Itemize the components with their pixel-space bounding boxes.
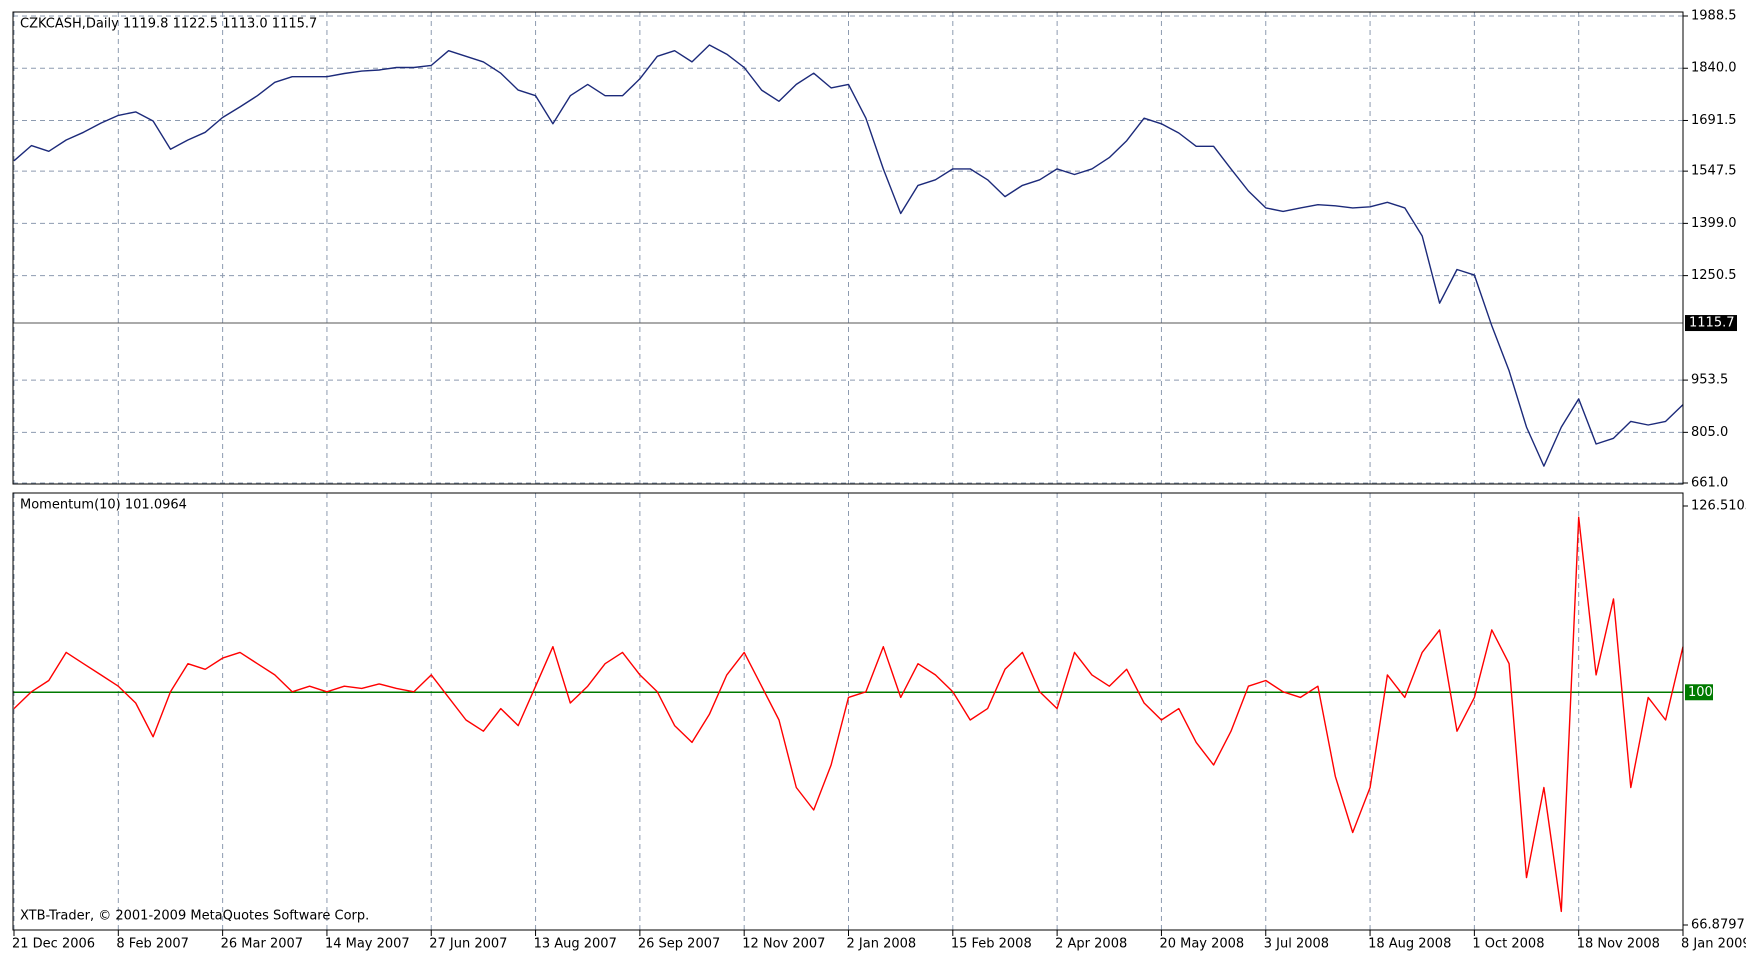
y-tick-label: 953.5 bbox=[1691, 373, 1728, 388]
y-tick-label: 805.0 bbox=[1691, 425, 1728, 440]
x-tick-label: 8 Feb 2007 bbox=[116, 937, 189, 952]
y-tick-label: 1691.5 bbox=[1691, 113, 1737, 128]
series-line bbox=[13, 44, 1684, 467]
x-tick-label: 18 Aug 2008 bbox=[1368, 937, 1451, 952]
y-tick-label: 126.5105 bbox=[1691, 499, 1746, 514]
last-price-box bbox=[1685, 315, 1737, 332]
x-tick-label: 18 Nov 2008 bbox=[1577, 937, 1660, 952]
x-tick-label: 21 Dec 2006 bbox=[12, 937, 95, 952]
x-tick-label: 14 May 2007 bbox=[325, 937, 410, 952]
y-tick-label: 1399.0 bbox=[1691, 216, 1737, 231]
y-tick-label: 1840.0 bbox=[1691, 61, 1737, 76]
series-line bbox=[13, 516, 1684, 913]
x-tick-label: 13 Aug 2007 bbox=[534, 937, 617, 952]
y-tick-label: 661.0 bbox=[1691, 476, 1728, 491]
x-tick-label: 26 Sep 2007 bbox=[638, 937, 720, 952]
last-price-label: 1115.7 bbox=[1689, 316, 1735, 331]
y-tick-label: 66.8797 bbox=[1691, 918, 1745, 933]
x-tick-label: 27 Jun 2007 bbox=[429, 937, 507, 952]
level-label-box bbox=[1685, 684, 1713, 701]
pane-title: Momentum(10) 101.0964 bbox=[20, 498, 187, 513]
y-tick-label: 1547.5 bbox=[1691, 164, 1737, 179]
x-tick-label: 2 Apr 2008 bbox=[1055, 937, 1127, 952]
level-label: 100 bbox=[1688, 685, 1713, 700]
x-tick-label: 3 Jul 2008 bbox=[1264, 937, 1329, 952]
x-tick-label: 1 Oct 2008 bbox=[1472, 937, 1544, 952]
copyright: XTB-Trader, © 2001-2009 MetaQuotes Softw… bbox=[20, 909, 369, 924]
x-tick-label: 2 Jan 2008 bbox=[847, 937, 917, 952]
pane-border bbox=[12, 11, 1684, 485]
y-tick-label: 1250.5 bbox=[1691, 268, 1737, 283]
x-tick-label: 8 Jan 2009 bbox=[1681, 937, 1746, 952]
x-tick-label: 15 Feb 2008 bbox=[951, 937, 1032, 952]
pane-title: CZKCASH,Daily 1119.8 1122.5 1113.0 1115.… bbox=[20, 17, 317, 32]
x-tick-label: 26 Mar 2007 bbox=[221, 937, 303, 952]
y-tick-label: 1988.5 bbox=[1691, 9, 1737, 24]
x-tick-label: 20 May 2008 bbox=[1159, 937, 1244, 952]
x-tick-label: 12 Nov 2007 bbox=[742, 937, 825, 952]
